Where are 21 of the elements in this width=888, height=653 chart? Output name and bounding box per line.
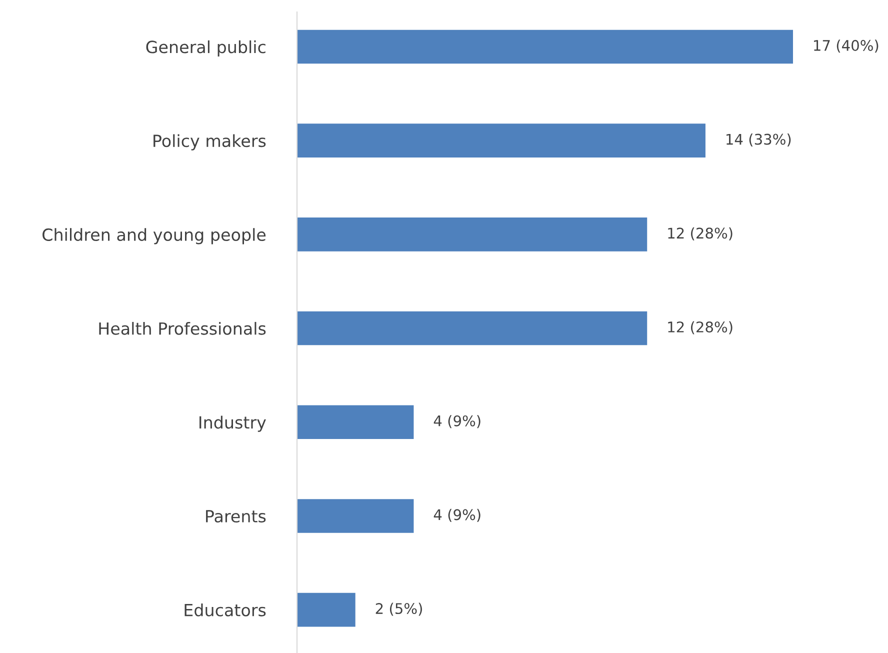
y-tick-label: Industry — [200, 416, 266, 432]
y-tick-label: Policy makers — [154, 134, 266, 150]
y-tick-label: Parents — [206, 510, 266, 523]
data-label: 14 (33%) — [726, 134, 791, 147]
bar — [297, 592, 356, 627]
y-tick-label: Children and young people — [42, 228, 266, 244]
y-tick-label: Educators — [184, 603, 266, 616]
bar — [297, 30, 793, 64]
bar — [297, 311, 648, 346]
bar — [297, 124, 706, 158]
data-label: 4 (9%) — [434, 508, 480, 522]
y-tick-label: Health Professionals — [99, 322, 266, 335]
data-label: 2 (5%) — [376, 602, 422, 616]
data-label: 12 (28%) — [668, 321, 732, 334]
bar — [297, 405, 414, 440]
data-label: 12 (28%) — [668, 227, 732, 240]
data-label: 17 (40%) — [814, 40, 878, 53]
bar — [297, 218, 648, 252]
y-tick-label: General public — [146, 40, 266, 57]
data-label: 4 (9%) — [434, 415, 480, 428]
bar — [297, 499, 414, 533]
